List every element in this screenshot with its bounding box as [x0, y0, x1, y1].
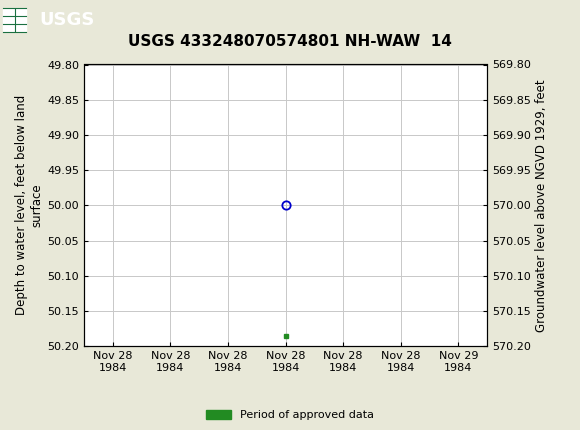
Legend: Period of approved data: Period of approved data [206, 410, 374, 420]
Text: USGS 433248070574801 NH-WAW  14: USGS 433248070574801 NH-WAW 14 [128, 34, 452, 49]
Y-axis label: Depth to water level, feet below land
surface: Depth to water level, feet below land su… [15, 95, 43, 316]
Bar [3, 9, 26, 31]
Text: USGS: USGS [39, 11, 95, 29]
Y-axis label: Groundwater level above NGVD 1929, feet: Groundwater level above NGVD 1929, feet [535, 79, 548, 332]
